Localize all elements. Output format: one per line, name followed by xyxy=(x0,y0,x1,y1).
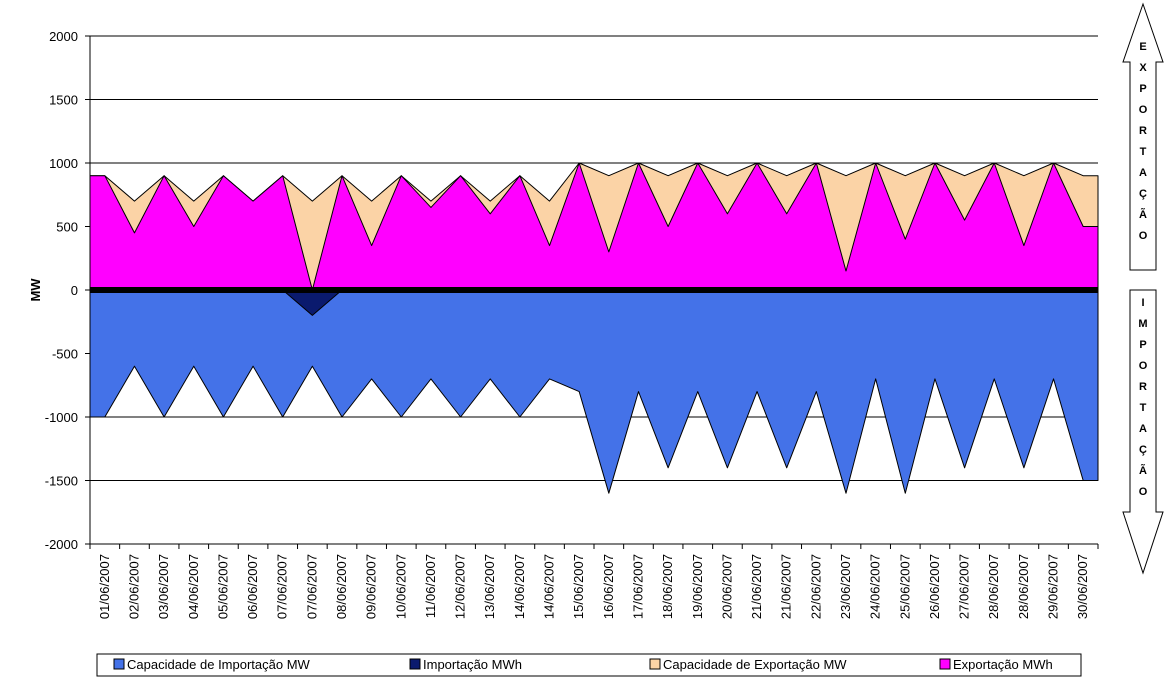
export-arrow-letter: E xyxy=(1139,41,1146,53)
y-tick-label: -1000 xyxy=(45,410,78,425)
y-tick-label: 500 xyxy=(56,220,78,235)
import-arrow-letter: I xyxy=(1141,297,1144,309)
x-tick-label: 25/06/2007 xyxy=(897,554,912,619)
import-arrow-letter: Ç xyxy=(1139,444,1147,456)
y-tick-label: -1500 xyxy=(45,474,78,489)
y-tick-labels: 2000 1500 1000 500 0 -500 -1000 -1500 -2000 xyxy=(45,29,78,552)
x-tick-label: 18/06/2007 xyxy=(660,554,675,619)
x-tick-label: 15/06/2007 xyxy=(571,554,586,619)
legend: Capacidade de Importação MW Importação MW… xyxy=(96,653,1082,677)
y-tick-label: 0 xyxy=(71,283,78,298)
x-tick-label: 19/06/2007 xyxy=(690,554,705,619)
x-tick-label: 14/06/2007 xyxy=(512,554,527,619)
y-tick-label: -500 xyxy=(52,347,78,362)
x-tick-label: 28/06/2007 xyxy=(986,554,1001,619)
legend-box xyxy=(96,653,1082,677)
y-axis-title: MW xyxy=(28,278,43,302)
x-tick-label: 17/06/2007 xyxy=(630,554,645,619)
x-tick-label: 29/06/2007 xyxy=(1046,554,1061,619)
x-tick-label: 30/06/2007 xyxy=(1075,554,1090,619)
x-tick-label: 14/06/2007 xyxy=(542,554,557,619)
export-arrow-letter: O xyxy=(1139,104,1148,116)
import-arrow-letter: O xyxy=(1139,486,1148,498)
export-arrow-letter: A xyxy=(1139,167,1147,179)
x-tick-label: 12/06/2007 xyxy=(453,554,468,619)
x-tick-label: 22/06/2007 xyxy=(808,554,823,619)
x-tick-label: 04/06/2007 xyxy=(186,554,201,619)
export-arrow-letter: O xyxy=(1139,230,1148,242)
export-arrow xyxy=(1122,2,1164,271)
axes xyxy=(85,35,1099,549)
export-arrow-letter: R xyxy=(1139,125,1147,137)
x-tick-label: 26/06/2007 xyxy=(927,554,942,619)
import-arrow-letter: A xyxy=(1139,423,1147,435)
legend-label: Importação MWh xyxy=(423,657,522,672)
legend-swatch xyxy=(409,658,421,670)
x-tick-label: 21/06/2007 xyxy=(779,554,794,619)
import-arrow-letter: T xyxy=(1140,402,1147,414)
series-areas xyxy=(89,162,1099,494)
x-tick-label: 05/06/2007 xyxy=(215,554,230,619)
x-tick-label: 03/06/2007 xyxy=(156,554,171,619)
x-tick-label: 07/06/2007 xyxy=(275,554,290,619)
export-arrow-letter: Ã xyxy=(1139,208,1147,221)
import-arrow-letter: Ã xyxy=(1139,464,1147,477)
x-tick-label: 02/06/2007 xyxy=(126,554,141,619)
export-arrow-letter: T xyxy=(1140,146,1147,158)
x-tick-label: 20/06/2007 xyxy=(719,554,734,619)
x-tick-label: 07/06/2007 xyxy=(304,554,319,619)
y-tick-label: 1000 xyxy=(49,156,78,171)
x-tick-label: 27/06/2007 xyxy=(957,554,972,619)
legend-swatch xyxy=(113,658,125,670)
series-area-3 xyxy=(89,162,1099,291)
x-tick-label: 16/06/2007 xyxy=(601,554,616,619)
x-tick-labels: 01/06/2007 02/06/2007 03/06/2007 04/06/2007… xyxy=(97,554,1090,619)
x-tick-label: 21/06/2007 xyxy=(749,554,764,619)
x-tick-label: 10/06/2007 xyxy=(393,554,408,619)
y-tick-label: 2000 xyxy=(49,29,78,44)
export-arrow-letter: P xyxy=(1139,83,1146,95)
legend-swatch xyxy=(939,658,951,670)
x-tick-label: 23/06/2007 xyxy=(838,554,853,619)
import-arrow-letter: O xyxy=(1139,360,1148,372)
series-area-0 xyxy=(89,289,1099,494)
legend-swatch xyxy=(649,658,661,670)
export-arrow-letter: Ç xyxy=(1139,188,1147,200)
import-arrow xyxy=(1122,289,1164,575)
x-tick-label: 01/06/2007 xyxy=(97,554,112,619)
x-tick-label: 11/06/2007 xyxy=(423,554,438,618)
import-arrow-letter: R xyxy=(1139,381,1147,393)
x-tick-label: 09/06/2007 xyxy=(364,554,379,619)
export-arrow-letter: X xyxy=(1139,62,1147,74)
legend-label: Capacidade de Exportação MW xyxy=(663,657,847,672)
x-tick-label: 13/06/2007 xyxy=(482,554,497,619)
y-tick-label: 1500 xyxy=(49,93,78,108)
legend-label: Exportação MWh xyxy=(953,657,1053,672)
y-tick-label: -2000 xyxy=(45,537,78,552)
import-arrow-letter: P xyxy=(1139,339,1146,351)
legend-label: Capacidade de Importação MW xyxy=(127,657,311,672)
x-tick-label: 28/06/2007 xyxy=(1016,554,1031,619)
x-axis-line xyxy=(90,287,1098,293)
x-tick-label: 06/06/2007 xyxy=(245,554,260,619)
x-tick-label: 24/06/2007 xyxy=(868,554,883,619)
import-arrow-letter: M xyxy=(1138,318,1147,330)
x-tick-label: 08/06/2007 xyxy=(334,554,349,619)
